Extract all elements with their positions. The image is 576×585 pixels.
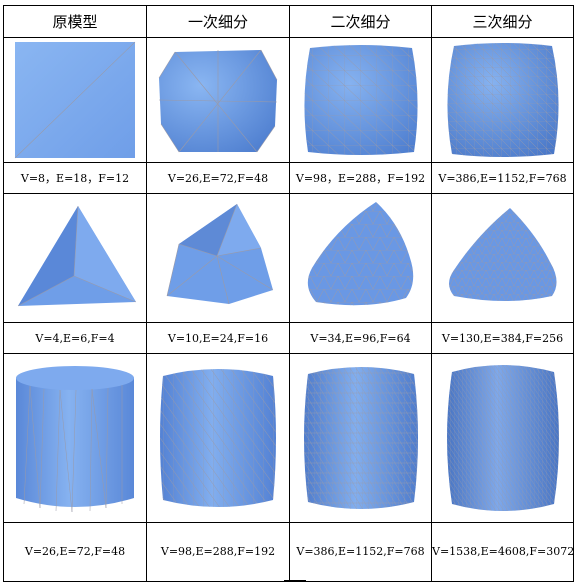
tetra-original-caption: V=4,E=6,F=4 [3,322,147,354]
cube-sub1-image [158,49,278,153]
cylinder-sub1-cell [146,353,290,523]
header-row: 原模型 一次细分 二次细分 三次细分 [3,5,574,38]
tetra-sub1-caption: V=10,E=24,F=16 [146,322,290,354]
cube-sub3-cell [431,37,574,163]
cube-sub1-cell [146,37,290,163]
page-footer-rule [284,580,306,581]
cube-image-row [3,37,574,163]
tetra-caption-row: V=4,E=6,F=4 V=10,E=24,F=16 V=34,E=96,F=6… [3,322,574,354]
cube-original-caption: V=8，E=18，F=12 [3,162,147,194]
cube-sub2-caption: V=98，E=288，F=192 [289,162,432,194]
tetra-sub3-cell [431,193,574,323]
cube-original-cell [3,37,147,163]
cylinder-original-caption: V=26,E=72,F=48 [3,522,147,582]
tetra-sub1-image [166,203,274,305]
cylinder-sub2-image [303,367,418,509]
cube-sub3-image [446,43,559,157]
tetra-image-row [3,193,574,323]
cylinder-image-row [3,353,574,523]
tetra-original-image [17,205,137,307]
tetra-sub1-cell [146,193,290,323]
cube-sub2-cell [289,37,432,163]
header-subdivision-1: 一次细分 [146,5,290,38]
tetra-original-cell [3,193,147,323]
cylinder-original-image [16,366,134,513]
header-subdivision-2: 二次细分 [289,5,432,38]
cube-sub1-caption: V=26,E=72,F=48 [146,162,290,194]
cylinder-original-cell [3,353,147,523]
header-original: 原模型 [3,5,147,38]
cylinder-sub3-image [446,365,559,511]
cylinder-sub1-caption: V=98,E=288,F=192 [146,522,290,582]
tetra-sub3-image [448,208,557,301]
cylinder-sub2-cell [289,353,432,523]
cube-sub3-caption: V=386,E=1152,F=768 [431,162,574,194]
subdivision-table: 原模型 一次细分 二次细分 三次细分 [3,5,574,582]
cylinder-sub2-caption: V=386,E=1152,F=768 [289,522,432,582]
tetra-sub2-cell [289,193,432,323]
cube-caption-row: V=8，E=18，F=12 V=26,E=72,F=48 V=98，E=288，… [3,162,574,194]
cylinder-sub3-caption: V=1538,E=4608,F=3072 [431,522,574,582]
tetra-sub2-image [307,202,413,306]
cube-sub2-image [303,45,418,155]
tetra-sub2-caption: V=34,E=96,F=64 [289,322,432,354]
cylinder-sub1-image [160,369,276,507]
cylinder-sub3-cell [431,353,574,523]
tetra-sub3-caption: V=130,E=384,F=256 [431,322,574,354]
header-subdivision-3: 三次细分 [431,5,574,38]
cube-original-image [14,41,136,159]
cylinder-caption-row: V=26,E=72,F=48 V=98,E=288,F=192 V=386,E=… [3,522,574,582]
